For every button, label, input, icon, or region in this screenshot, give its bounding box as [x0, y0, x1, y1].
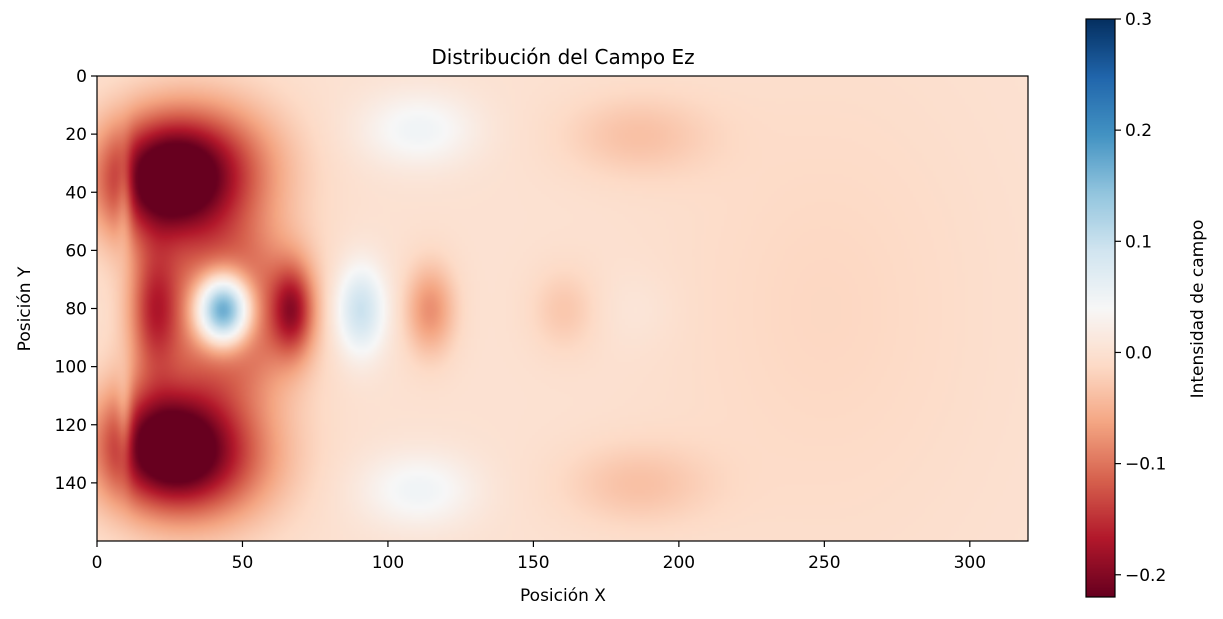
y-tick-label: 120	[55, 416, 87, 436]
x-tick-label: 150	[517, 553, 549, 573]
colorbar-tick-label: −0.1	[1125, 455, 1166, 475]
y-tick-label: 60	[65, 241, 87, 261]
heatmap-image	[97, 76, 1028, 541]
colorbar-tick-label: 0.0	[1125, 343, 1152, 363]
y-axis: 0 20 40 60 80 100 120 140	[55, 67, 97, 494]
y-tick-label: 140	[55, 474, 87, 494]
x-tick-label: 50	[232, 553, 254, 573]
colorbar-tick-label: −0.2	[1125, 566, 1166, 586]
y-axis-title: Posición Y	[15, 266, 35, 351]
colorbar-frame	[1085, 18, 1116, 598]
plot-area	[96, 75, 1029, 542]
x-axis: 0 50 100 150 200 250 300	[92, 541, 986, 573]
x-tick-label: 250	[808, 553, 840, 573]
chart-title: Distribución del Campo Ez	[431, 45, 694, 69]
y-tick-label: 100	[55, 358, 87, 378]
colorbar-tick-label: 0.1	[1125, 232, 1152, 252]
x-axis-title: Posición X	[520, 586, 606, 606]
colorbar: −0.2 −0.1 0.0 0.1 0.2 0.3 Intensidad de campo	[1085, 10, 1208, 598]
x-tick-label: 0	[92, 553, 103, 573]
x-tick-label: 200	[663, 553, 695, 573]
colorbar-ticks: −0.2 −0.1 0.0 0.1 0.2 0.3	[1115, 10, 1166, 586]
y-tick-label: 20	[65, 125, 87, 145]
colorbar-tick-label: 0.2	[1125, 121, 1152, 141]
y-tick-label: 0	[76, 67, 87, 87]
colorbar-gradient	[1086, 19, 1115, 597]
x-tick-label: 300	[954, 553, 986, 573]
y-tick-label: 80	[65, 300, 87, 320]
x-tick-label: 100	[372, 553, 404, 573]
colorbar-tick-label: 0.3	[1125, 10, 1152, 30]
colorbar-label: Intensidad de campo	[1188, 220, 1208, 399]
y-tick-label: 40	[65, 183, 87, 203]
